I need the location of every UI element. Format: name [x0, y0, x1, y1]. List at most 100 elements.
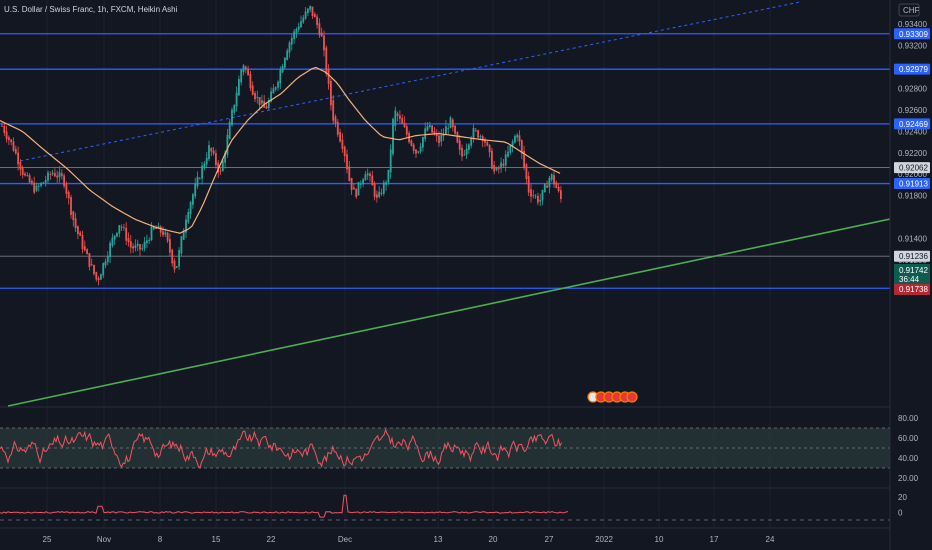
indicator-pane[interactable] [0, 494, 890, 521]
candle-body [500, 162, 502, 169]
candle-body [419, 146, 422, 152]
candle-body [541, 189, 544, 201]
price-pane[interactable] [0, 1, 891, 407]
candle-body [491, 150, 493, 169]
candle-body [376, 194, 378, 198]
candle-body [346, 154, 348, 170]
candle-body [171, 249, 174, 264]
candle-body [290, 37, 293, 45]
candle-body [238, 79, 240, 96]
flag-ch-icon[interactable] [626, 391, 638, 403]
candle-body [297, 26, 300, 30]
candle-body [394, 110, 397, 126]
candle-body [111, 237, 114, 246]
candle-body [272, 88, 275, 94]
candle-body [67, 191, 70, 199]
candle-body [422, 137, 424, 148]
time-tick-label: 8 [158, 535, 163, 544]
candle-body [440, 134, 443, 142]
candle-body [396, 113, 399, 117]
candle-body [447, 127, 450, 129]
candle-body [428, 125, 431, 128]
candle-body [557, 186, 560, 192]
candle-body [63, 175, 65, 187]
candle-body [424, 128, 427, 140]
candle-body [334, 116, 337, 124]
candle-body [258, 97, 261, 106]
currency-label[interactable]: CHF [903, 6, 920, 15]
indicator-tick-labels: 20 0 [898, 493, 907, 518]
candle-body [458, 140, 461, 150]
candle-body [113, 235, 116, 240]
candle-body [106, 255, 109, 263]
currency-button[interactable] [898, 3, 920, 17]
candle-body [293, 31, 295, 40]
candle-body [150, 226, 153, 241]
rsi-tick-label: 40.00 [898, 454, 919, 463]
candle-body [166, 232, 169, 241]
candle-body [516, 134, 519, 138]
dashed-trend-line[interactable] [19, 1, 801, 162]
candle-body [194, 183, 197, 197]
candle-body [295, 28, 298, 33]
indicator-line [0, 494, 569, 518]
price-axis[interactable]: 0.934000.932000.930000.928000.926000.924… [889, 0, 932, 550]
time-axis[interactable]: 25 Nov 8 15 22 Dec 13 20 27 2022 10 17 24 [43, 535, 775, 544]
candle-body [146, 240, 148, 244]
candle-body [37, 185, 40, 187]
candle-body [369, 173, 371, 177]
candle-body [90, 264, 93, 266]
candle-body [65, 184, 68, 194]
level-badge-label: 0.92979 [899, 65, 928, 74]
candle-body [304, 11, 307, 19]
candle-body [341, 139, 344, 149]
candle-body [169, 239, 171, 253]
candle-body [192, 194, 194, 205]
candle-body [116, 232, 118, 237]
time-tick-label: 22 [267, 535, 276, 544]
candle-body [212, 150, 215, 154]
candle-body [74, 218, 77, 229]
candle-body [58, 172, 61, 178]
candle-body [378, 191, 381, 198]
candle-body [320, 32, 323, 37]
candle-body [270, 91, 272, 102]
candle-body [518, 135, 521, 142]
candle-body [10, 139, 13, 143]
candle-body [93, 264, 95, 274]
candle-body [14, 148, 17, 154]
price-tick-label: 0.92600 [898, 106, 927, 115]
level-badge [894, 63, 930, 75]
symbol-title: U.S. Dollar / Swiss Franc, 1h, FXCM, Hei… [4, 5, 178, 14]
candle-body [97, 278, 100, 281]
candle-body [392, 118, 394, 155]
time-tick-label: Nov [97, 535, 111, 544]
candle-body [254, 92, 256, 100]
candle-body [527, 176, 530, 193]
candle-body [532, 195, 535, 197]
candle-body [410, 140, 413, 146]
level-badge-label: 0.92062 [899, 164, 928, 173]
candle-body [327, 68, 330, 84]
candle-body [461, 147, 463, 157]
candle-body [244, 66, 247, 70]
candle-body [182, 230, 185, 240]
time-tick-label: 20 [489, 535, 498, 544]
time-tick-label: 15 [212, 535, 221, 544]
candle-body [385, 182, 387, 185]
candle-body [284, 57, 286, 68]
candle-body [484, 140, 486, 143]
candle-body [224, 152, 226, 163]
event-icons[interactable] [587, 391, 638, 403]
candle-body [520, 140, 523, 154]
rsi-pane[interactable] [0, 427, 890, 469]
candle-body [523, 150, 525, 168]
candle-body [40, 182, 42, 187]
candle-body [127, 238, 130, 243]
green-trend-line[interactable] [7, 218, 891, 407]
candle-body [139, 244, 141, 250]
candle-body [123, 227, 125, 229]
moving-average-line [0, 66, 561, 234]
candle-body [525, 164, 528, 180]
